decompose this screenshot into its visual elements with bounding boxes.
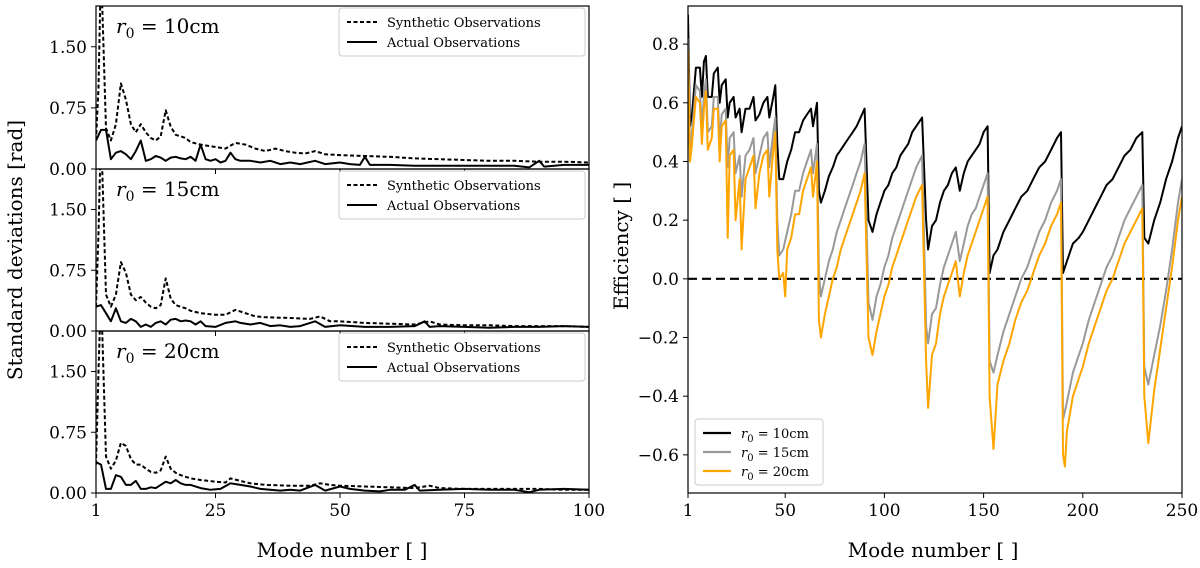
x-tick-label: 25 bbox=[205, 501, 227, 521]
right-panel: 1 50 100 150 200 250−0.6−0.4−0.20.00.20.40.60… bbox=[638, 5, 1198, 521]
axes-frame bbox=[95, 330, 590, 494]
left-x-axis-label: Mode number [ ] bbox=[257, 538, 428, 562]
y-tick-label: 0.00 bbox=[49, 160, 87, 180]
annotation-subscript: 0 bbox=[126, 189, 135, 205]
legend-label-0: Synthetic Observations bbox=[387, 16, 541, 31]
x-tick-label: 50 bbox=[329, 501, 351, 521]
panel-right: 1 50 100 150 200 250−0.6−0.4−0.20.00.20.40.60… bbox=[638, 5, 1198, 521]
annotation-subscript: 0 bbox=[126, 26, 135, 42]
legend-label-1: Actual Observations bbox=[386, 199, 520, 214]
panel-annotation: r0 = 15cm bbox=[116, 177, 220, 205]
legend-symbol: r bbox=[741, 465, 748, 480]
y-tick-label: 0.75 bbox=[49, 261, 87, 281]
annotation-symbol: r bbox=[116, 177, 127, 201]
legend-box bbox=[338, 170, 586, 220]
y-tick-label: 1.50 bbox=[49, 201, 87, 221]
y-tick-label: 0.4 bbox=[652, 152, 679, 172]
panel-annotation: r0 = 10cm bbox=[116, 14, 220, 42]
series-line-1 bbox=[688, 38, 1182, 421]
x-tick-label: 50 bbox=[774, 501, 796, 521]
series-line-1 bbox=[96, 461, 589, 493]
legend-symbol: r bbox=[741, 427, 748, 442]
legend-text: = 15cm bbox=[754, 446, 809, 461]
annotation-text: = 10cm bbox=[134, 14, 219, 38]
x-tick-label: 1 bbox=[91, 501, 102, 521]
legend-label-0: Synthetic Observations bbox=[387, 341, 541, 356]
legend-symbol: r bbox=[741, 446, 748, 461]
y-tick-label: 0.00 bbox=[49, 322, 87, 342]
series-line-0 bbox=[96, 331, 589, 491]
legend-label-2: r0 = 20cm bbox=[741, 465, 809, 483]
panel-left-middle: 0.00 0.75 1.50 r0 = 15cm Synthetic Observati… bbox=[49, 168, 590, 342]
left-y-axis-label: Standard deviations [rad] bbox=[3, 120, 27, 380]
series-group bbox=[96, 169, 589, 329]
axes-frame bbox=[687, 5, 1183, 494]
series-line-0 bbox=[688, 14, 1182, 274]
series-group bbox=[96, 6, 589, 169]
y-tick-label: 0.2 bbox=[652, 211, 679, 231]
legend-text: = 20cm bbox=[754, 465, 809, 480]
series-line-2 bbox=[688, 49, 1182, 468]
annotation-subscript: 0 bbox=[126, 351, 135, 367]
x-tick-label: 150 bbox=[967, 501, 999, 521]
y-tick-label: −0.4 bbox=[638, 387, 679, 407]
series-group bbox=[96, 331, 589, 493]
annotation-text: = 15cm bbox=[134, 177, 219, 201]
legend-label-1: r0 = 15cm bbox=[741, 446, 809, 464]
annotation-symbol: r bbox=[116, 14, 127, 38]
legend-subscript: 0 bbox=[747, 434, 753, 445]
x-tick-label: 200 bbox=[1067, 501, 1099, 521]
panel-left-bottom: 1 25 50 75 100 0.00 0.75 1.50 r0 = 20cm Synthetic… bbox=[49, 330, 605, 521]
panel-left-top: 0.00 0.75 1.50 r0 = 10cm Synthetic Observati… bbox=[49, 5, 590, 180]
x-tick-label: 100 bbox=[573, 501, 605, 521]
legend-subscript: 0 bbox=[747, 472, 753, 483]
y-tick-label: 1.50 bbox=[49, 363, 87, 383]
series-line-1 bbox=[96, 304, 589, 329]
y-tick-label: 0.6 bbox=[652, 94, 679, 114]
series-group bbox=[688, 14, 1182, 468]
right-y-axis-label: Efficiency [ ] bbox=[609, 182, 633, 310]
x-tick-label: 250 bbox=[1166, 501, 1198, 521]
y-tick-label: 0.00 bbox=[49, 484, 87, 504]
y-tick-label: 0.75 bbox=[49, 99, 87, 119]
y-tick-label: 0.0 bbox=[652, 270, 679, 290]
series-line-0 bbox=[96, 6, 589, 164]
series-line-1 bbox=[96, 128, 589, 169]
legend-box bbox=[338, 332, 586, 382]
legend-label-1: Actual Observations bbox=[386, 36, 520, 51]
legend-label-0: r0 = 10cm bbox=[741, 427, 809, 445]
series-line-0 bbox=[96, 169, 589, 328]
x-tick-label: 1 bbox=[683, 501, 694, 521]
legend-text: = 10cm bbox=[754, 427, 809, 442]
y-tick-label: −0.2 bbox=[638, 329, 679, 349]
y-tick-label: −0.6 bbox=[638, 446, 679, 466]
annotation-symbol: r bbox=[116, 339, 127, 363]
y-tick-label: 0.75 bbox=[49, 423, 87, 443]
y-tick-label: 0.8 bbox=[652, 35, 679, 55]
legend-box bbox=[694, 418, 824, 486]
x-tick-label: 100 bbox=[868, 501, 900, 521]
annotation-text: = 20cm bbox=[134, 339, 219, 363]
x-tick-label: 75 bbox=[454, 501, 476, 521]
legend-label-1: Actual Observations bbox=[386, 361, 520, 376]
panel-annotation: r0 = 20cm bbox=[116, 339, 220, 367]
y-tick-label: 1.50 bbox=[49, 38, 87, 58]
legend-box bbox=[338, 7, 586, 57]
legend-label-0: Synthetic Observations bbox=[387, 179, 541, 194]
right-x-axis-label: Mode number [ ] bbox=[848, 538, 1019, 562]
legend-subscript: 0 bbox=[747, 453, 753, 464]
